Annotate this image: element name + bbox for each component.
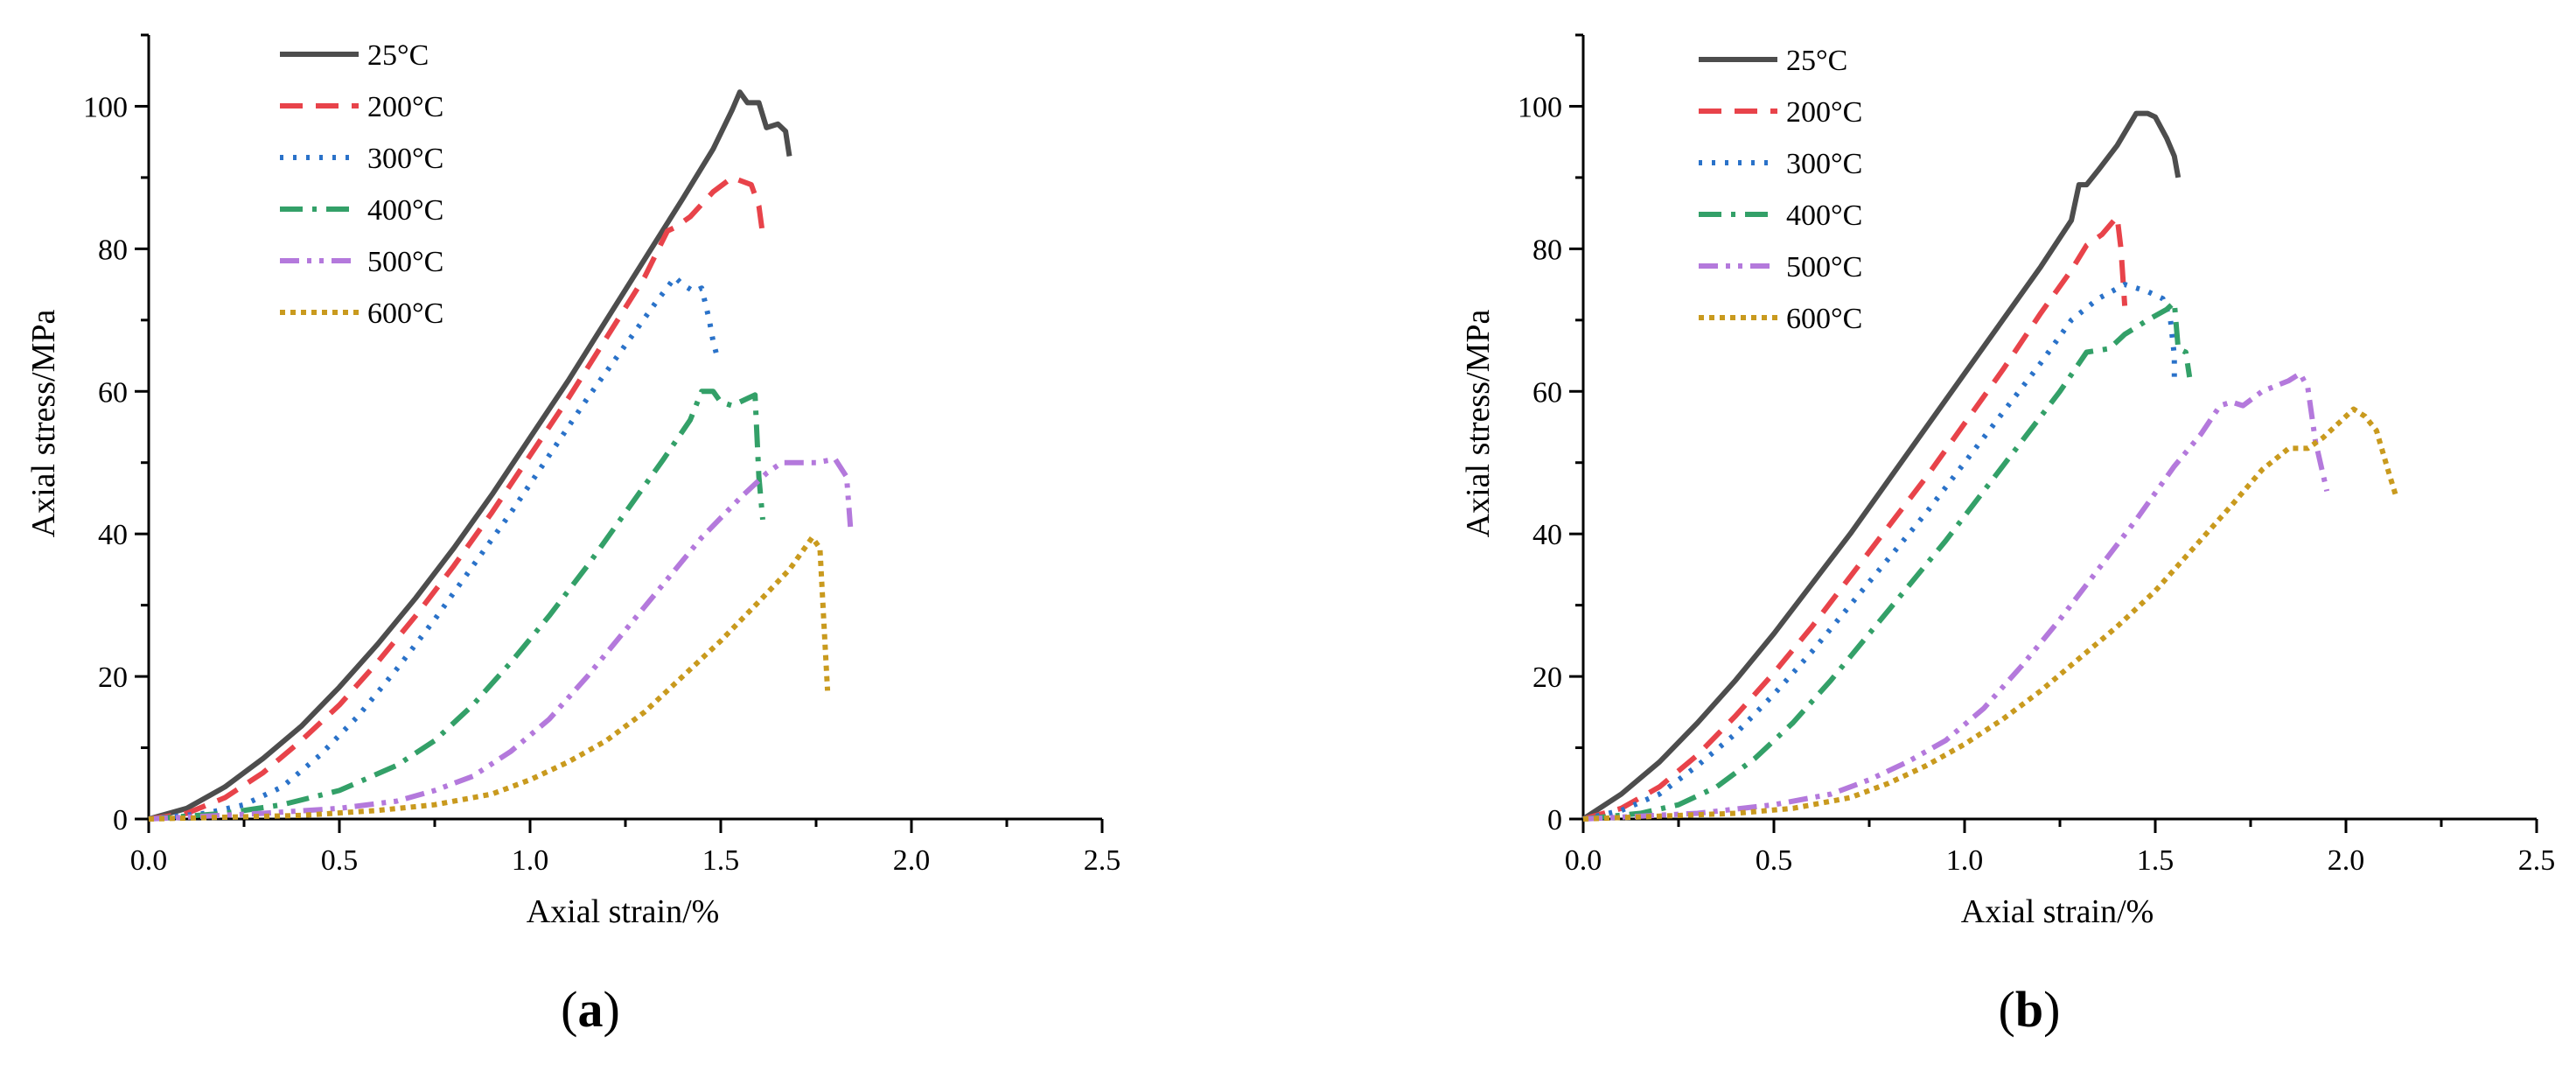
- x-tick-label: 1.0: [1946, 844, 1984, 877]
- x-axis-label-panel-a: Axial strain/%: [527, 893, 720, 930]
- legend-label-600c: 600°C: [367, 298, 443, 330]
- x-tick-label: 2.0: [893, 844, 931, 877]
- y-axis-label-panel-b: Axial stress/MPa: [1460, 310, 1497, 538]
- y-tick-label: 0: [113, 804, 128, 836]
- x-axis-label-panel-b: Axial strain/%: [1961, 893, 2154, 930]
- series-panel-b: [1581, 110, 2398, 822]
- legend-label-25c: 25°C: [1786, 45, 1847, 77]
- series-panel-a: [148, 89, 854, 822]
- legend-label-200c: 200°C: [367, 91, 443, 123]
- legend-panel-a: 25°C 200°C 300°C 400°C 500°C 600°C: [280, 39, 443, 330]
- x-tick-label: 0.0: [130, 844, 168, 877]
- legend-label-400c: 400°C: [367, 194, 443, 227]
- legend-label-300c: 300°C: [367, 143, 443, 175]
- panel-label-b-letter: b: [2015, 981, 2043, 1038]
- series-line-600c-panel-b: [1582, 406, 2398, 822]
- series-line-400c-panel-b: [1582, 299, 2193, 822]
- x-tick-label: 1.5: [702, 844, 740, 877]
- panel-a: 0.0 0.5 1.0 1.5 2.0 2.5 0 20 40 60 80 100 25°C 200°C…: [25, 33, 1121, 1038]
- x-tick-label: 2.5: [1084, 844, 1121, 877]
- panel-b: 0.0 0.5 1.0 1.5 2.0 2.5 0 20 40 60 80 100 25°C 200°C…: [1460, 33, 2556, 1038]
- y-tick-label: 100: [83, 91, 128, 123]
- series-line-25c-panel-b: [1581, 110, 2182, 822]
- legend-panel-b: 25°C 200°C 300°C 400°C 500°C 600°C: [1699, 45, 1862, 335]
- x-tick-label: 1.5: [2137, 844, 2175, 877]
- y-tick-label: 60: [98, 376, 128, 409]
- panel-label-a-letter: a: [578, 981, 604, 1038]
- series-line-600c-panel-a: [148, 535, 831, 822]
- axes-panel-a: 0.0 0.5 1.0 1.5 2.0 2.5 0 20 40 60 80 100: [83, 33, 1121, 877]
- y-tick-label: 100: [1518, 91, 1562, 123]
- series-line-300c-panel-a: [148, 274, 720, 822]
- legend-label-600c: 600°C: [1786, 303, 1862, 335]
- x-tick-label: 0.5: [321, 844, 359, 877]
- y-tick-label: 60: [1532, 376, 1562, 409]
- y-tick-label: 40: [1532, 519, 1562, 551]
- series-line-200c-panel-b: [1582, 214, 2128, 822]
- y-tick-label: 20: [98, 662, 128, 694]
- legend-label-400c: 400°C: [1786, 200, 1862, 232]
- y-axis-label-panel-a: Axial stress/MPa: [25, 310, 62, 538]
- series-line-200c-panel-a: [148, 174, 765, 822]
- panel-label-b: (b): [1999, 981, 2061, 1038]
- panel-label-a: (a): [561, 981, 620, 1038]
- series-line-500c-panel-a: [148, 456, 854, 822]
- y-tick-label: 40: [98, 519, 128, 551]
- y-tick-label: 80: [98, 234, 128, 266]
- x-tick-label: 2.5: [2518, 844, 2556, 877]
- x-tick-label: 1.0: [512, 844, 549, 877]
- legend-label-300c: 300°C: [1786, 148, 1862, 180]
- axes-panel-b: 0.0 0.5 1.0 1.5 2.0 2.5 0 20 40 60 80 100: [1518, 33, 2556, 877]
- legend-label-200c: 200°C: [1786, 96, 1862, 129]
- series-line-300c-panel-b: [1582, 282, 2177, 822]
- legend-label-500c: 500°C: [1786, 251, 1862, 284]
- legend-label-500c: 500°C: [367, 246, 443, 278]
- x-tick-label: 0.5: [1756, 844, 1793, 877]
- x-tick-label: 0.0: [1565, 844, 1602, 877]
- y-tick-label: 80: [1532, 234, 1562, 266]
- legend-label-25c: 25°C: [367, 39, 429, 72]
- y-tick-label: 20: [1532, 662, 1562, 694]
- x-tick-label: 2.0: [2328, 844, 2365, 877]
- y-tick-label: 0: [1547, 804, 1562, 836]
- series-line-400c-panel-a: [148, 388, 765, 822]
- series-line-25c-panel-a: [148, 89, 792, 822]
- series-line-500c-panel-b: [1582, 370, 2330, 822]
